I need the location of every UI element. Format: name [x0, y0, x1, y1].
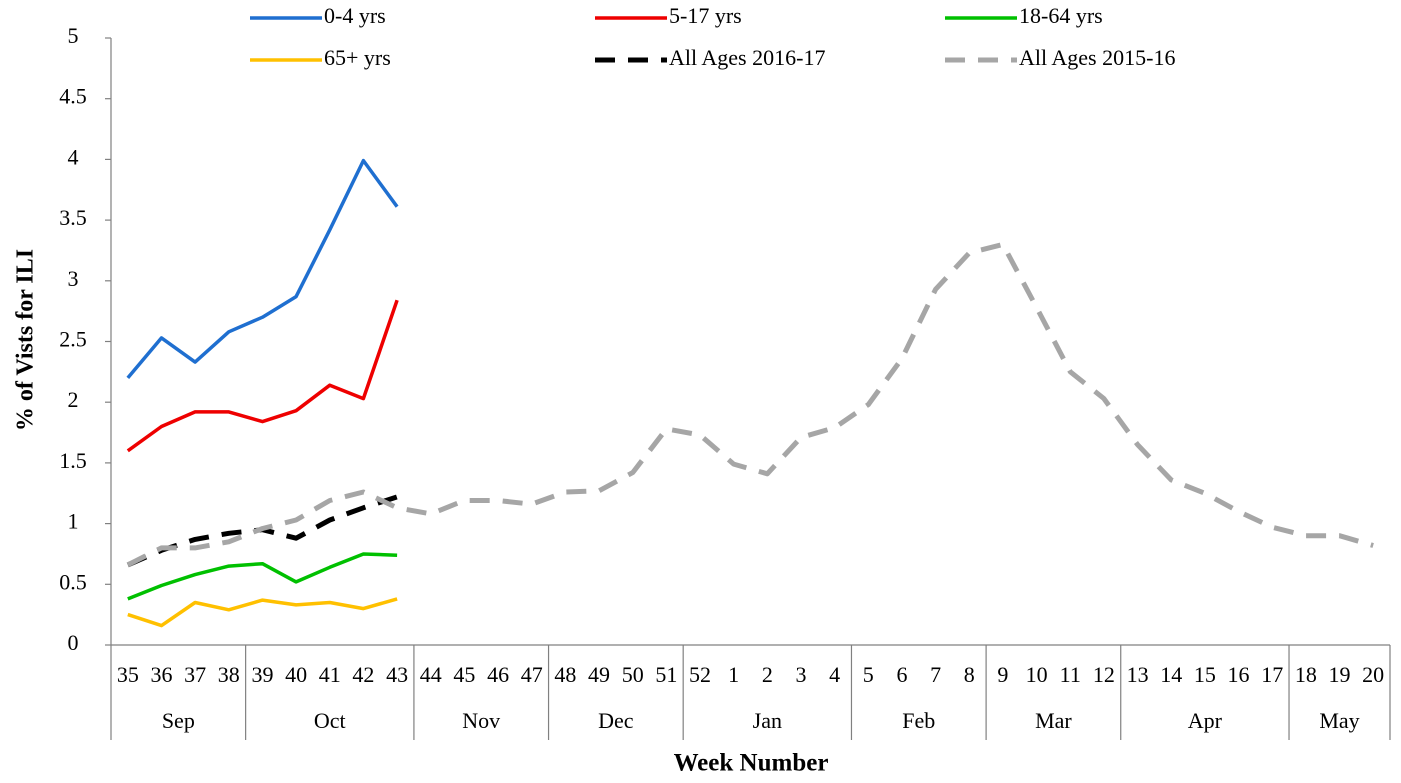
- x-tick-label: 48: [554, 662, 576, 687]
- x-tick-label: 6: [896, 662, 907, 687]
- x-tick-label: 16: [1228, 662, 1250, 687]
- month-label: May: [1319, 708, 1359, 733]
- y-tick-label: 3.5: [59, 205, 87, 230]
- y-tick-label: 4: [68, 144, 79, 169]
- x-tick-label: 4: [829, 662, 840, 687]
- x-tick-label: 11: [1060, 662, 1081, 687]
- x-tick-label: 19: [1329, 662, 1351, 687]
- y-tick-label: 1: [68, 509, 79, 534]
- x-tick-label: 47: [521, 662, 543, 687]
- x-tick-label: 51: [655, 662, 677, 687]
- x-tick-label: 14: [1160, 662, 1182, 687]
- x-tick-label: 15: [1194, 662, 1216, 687]
- x-tick-label: 8: [964, 662, 975, 687]
- series-line: [126, 299, 399, 453]
- legend-label: All Ages 2015-16: [1019, 45, 1175, 70]
- x-tick-label: 35: [117, 662, 139, 687]
- y-axis-title: % of Vists for ILI: [13, 249, 39, 431]
- month-label: Sep: [162, 708, 195, 733]
- x-tick-label: 52: [689, 662, 711, 687]
- y-tick-label: 0: [68, 630, 79, 655]
- month-label: Oct: [314, 708, 346, 733]
- legend-label: 5-17 yrs: [669, 3, 742, 28]
- x-tick-label: 37: [184, 662, 206, 687]
- x-tick-label: 45: [453, 662, 475, 687]
- y-tick-label: 5: [68, 23, 79, 48]
- x-tick-label: 42: [352, 662, 374, 687]
- legend-label: 18-64 yrs: [1019, 3, 1103, 28]
- y-tick-label: 2.5: [59, 327, 87, 352]
- month-label: Jan: [753, 708, 782, 733]
- y-tick-label: 0.5: [59, 569, 87, 594]
- x-tick-label: 10: [1026, 662, 1048, 687]
- month-label: Mar: [1035, 708, 1072, 733]
- x-tick-label: 1: [728, 662, 739, 687]
- x-tick-label: 36: [150, 662, 172, 687]
- month-label: Apr: [1188, 708, 1223, 733]
- x-tick-label: 39: [251, 662, 273, 687]
- x-tick-label: 43: [386, 662, 408, 687]
- series-line: [127, 552, 398, 601]
- x-tick-label: 2: [762, 662, 773, 687]
- series-line: [126, 158, 399, 380]
- legend-label: All Ages 2016-17: [669, 45, 825, 70]
- x-tick-label: 50: [622, 662, 644, 687]
- x-tick-label: 3: [795, 662, 806, 687]
- x-tick-label: 20: [1362, 662, 1384, 687]
- month-label: Feb: [902, 708, 935, 733]
- x-tick-label: 12: [1093, 662, 1115, 687]
- month-label: Nov: [462, 708, 500, 733]
- x-tick-label: 7: [930, 662, 941, 687]
- x-tick-label: 38: [218, 662, 240, 687]
- x-tick-label: 41: [319, 662, 341, 687]
- y-tick-label: 3: [68, 266, 79, 291]
- series-line: [127, 597, 398, 628]
- x-axis-title: Week Number: [674, 750, 829, 777]
- x-tick-label: 13: [1127, 662, 1149, 687]
- month-label: Dec: [598, 708, 634, 733]
- x-tick-label: 9: [997, 662, 1008, 687]
- x-tick-label: 17: [1261, 662, 1283, 687]
- x-tick-label: 49: [588, 662, 610, 687]
- x-tick-label: 44: [420, 662, 442, 687]
- x-tick-label: 5: [863, 662, 874, 687]
- series-line: [126, 241, 1374, 568]
- x-tick-label: 40: [285, 662, 307, 687]
- y-tick-label: 1.5: [59, 448, 87, 473]
- x-tick-label: 18: [1295, 662, 1317, 687]
- legend-label: 0-4 yrs: [324, 3, 386, 28]
- y-tick-label: 2: [68, 387, 79, 412]
- x-tick-label: 46: [487, 662, 509, 687]
- legend-label: 65+ yrs: [324, 45, 391, 70]
- y-tick-label: 4.5: [59, 84, 87, 109]
